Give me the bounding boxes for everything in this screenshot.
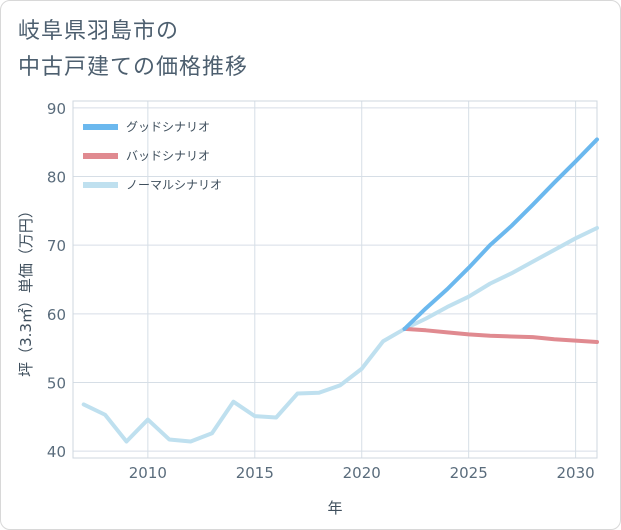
y-tick-label: 90 (47, 100, 66, 118)
chart-title: 岐阜県羽島市の 中古戸建ての価格推移 (18, 14, 418, 86)
series-lines (81, 137, 599, 444)
legend-label: ノーマルシナリオ (126, 178, 222, 192)
axis-ticks: 2010 2015 2020 2025 2030 40 50 60 70 80 90 (47, 100, 595, 482)
series-line-0 (402, 137, 599, 331)
legend-label: バッドシナリオ (126, 149, 210, 163)
x-tick-label: 2025 (450, 464, 488, 482)
x-axis-label: 年 (327, 499, 342, 517)
y-tick-label: 80 (47, 169, 66, 187)
y-tick-label: 50 (47, 374, 66, 392)
y-axis-label: 坪（3.3㎡）単価（万円） (17, 203, 35, 377)
series-line-2 (81, 226, 599, 444)
y-tick-label: 40 (47, 443, 66, 461)
x-tick-label: 2020 (343, 464, 381, 482)
x-tick-label: 2030 (557, 464, 595, 482)
chart-title-line-1: 岐阜県羽島市の (18, 19, 180, 44)
grid-lines (73, 101, 597, 458)
x-tick-label: 2010 (129, 464, 167, 482)
chart-title-line-2: 中古戸建ての価格推移 (18, 55, 249, 80)
plot-frame (72, 100, 598, 459)
y-tick-label: 60 (47, 306, 66, 324)
y-tick-label: 70 (47, 237, 66, 255)
legend-label: グッドシナリオ (126, 120, 210, 134)
series-line-1 (402, 326, 599, 344)
x-tick-label: 2015 (236, 464, 274, 482)
